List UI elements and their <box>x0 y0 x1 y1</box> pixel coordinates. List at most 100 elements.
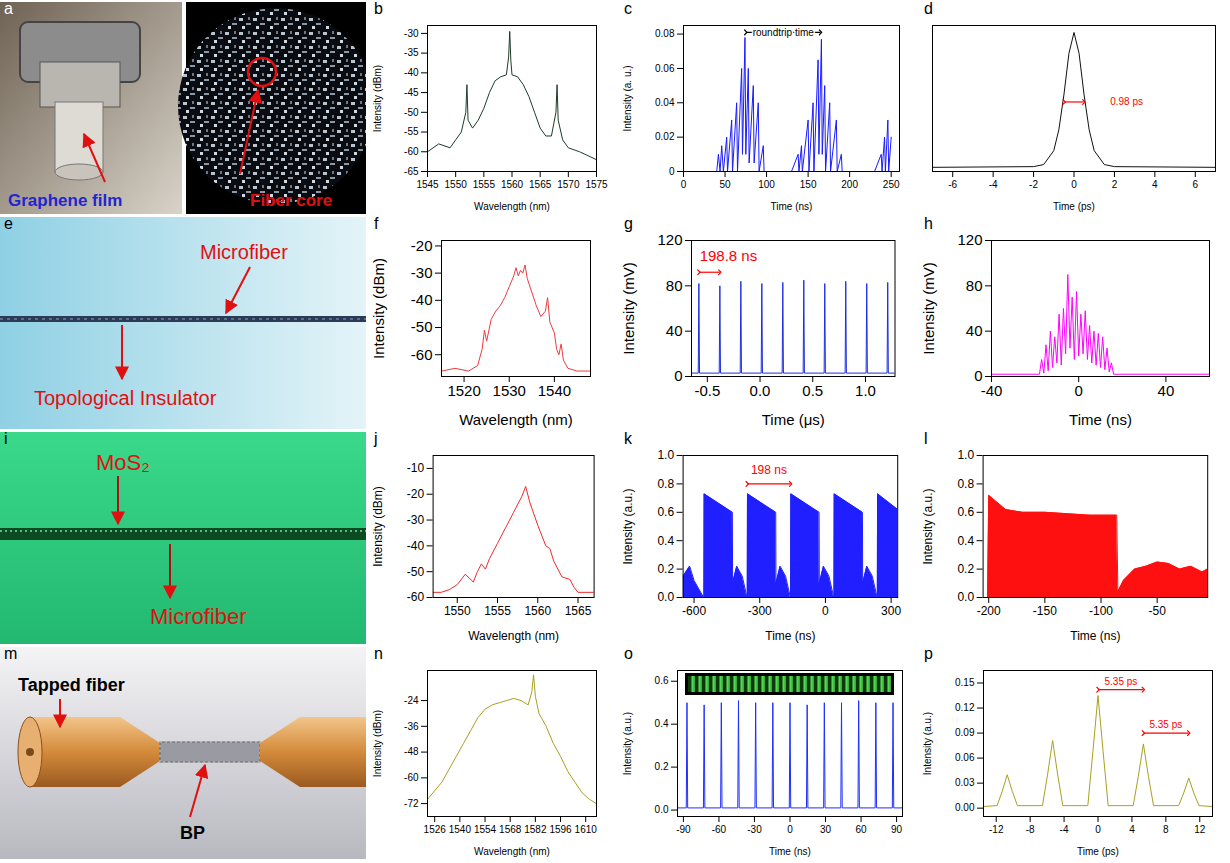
svg-text:198 ns: 198 ns <box>751 463 787 477</box>
svg-text:roundtrip time: roundtrip time <box>753 27 815 38</box>
svg-text:40: 40 <box>966 322 983 339</box>
svg-text:1550: 1550 <box>445 179 468 190</box>
svg-text:1568: 1568 <box>499 824 522 835</box>
svg-text:Wavelength (nm): Wavelength (nm) <box>468 629 559 643</box>
svg-text:-20: -20 <box>407 487 425 501</box>
svg-text:0.8: 0.8 <box>657 477 674 491</box>
svg-text:Microfiber: Microfiber <box>200 241 288 263</box>
svg-text:Tapped fiber: Tapped fiber <box>18 675 125 695</box>
svg-text:Wavelength (nm): Wavelength (nm) <box>474 846 550 857</box>
svg-text:1520: 1520 <box>447 382 480 399</box>
svg-text:120: 120 <box>657 231 682 248</box>
svg-text:1555: 1555 <box>484 604 511 618</box>
svg-text:-60: -60 <box>712 824 727 835</box>
svg-text:0.6: 0.6 <box>657 505 674 519</box>
svg-text:-55: -55 <box>404 126 419 137</box>
svg-text:-50: -50 <box>404 107 419 118</box>
svg-text:Intensity (a.u.): Intensity (a.u.) <box>921 488 935 564</box>
svg-text:5.35 ps: 5.35 ps <box>1104 676 1137 687</box>
svg-text:150: 150 <box>800 179 817 190</box>
svg-text:1540: 1540 <box>449 824 472 835</box>
svg-text:-48: -48 <box>404 746 419 757</box>
svg-text:-30: -30 <box>404 28 419 39</box>
svg-text:Time (ps): Time (ps) <box>1077 846 1119 857</box>
svg-text:-90: -90 <box>676 824 691 835</box>
svg-text:4: 4 <box>1129 824 1135 835</box>
svg-text:80: 80 <box>966 277 983 294</box>
svg-text:12: 12 <box>1194 824 1206 835</box>
svg-text:-8: -8 <box>1026 824 1035 835</box>
svg-text:-6: -6 <box>948 179 957 190</box>
svg-text:1560: 1560 <box>501 179 524 190</box>
svg-text:2: 2 <box>1112 179 1118 190</box>
svg-text:-150: -150 <box>1033 604 1057 618</box>
svg-text:0.06: 0.06 <box>655 63 675 74</box>
svg-text:-200: -200 <box>977 604 1001 618</box>
svg-text:5.35 ps: 5.35 ps <box>1149 719 1182 730</box>
svg-text:1550: 1550 <box>444 604 471 618</box>
svg-text:60: 60 <box>855 824 867 835</box>
svg-text:-300: -300 <box>748 604 772 618</box>
svg-text:1575: 1575 <box>585 179 608 190</box>
svg-text:0.4: 0.4 <box>957 534 974 548</box>
svg-text:50: 50 <box>719 179 731 190</box>
svg-text:0.03: 0.03 <box>955 777 975 788</box>
svg-text:0.2: 0.2 <box>657 562 674 576</box>
svg-text:Topological Insulator: Topological Insulator <box>34 387 217 409</box>
svg-text:-60: -60 <box>404 772 419 783</box>
svg-text:Intensity (dBm): Intensity (dBm) <box>371 486 385 567</box>
svg-text:Intensity (a.u.): Intensity (a.u.) <box>621 488 635 564</box>
svg-text:0.6: 0.6 <box>957 505 974 519</box>
svg-text:0: 0 <box>822 604 829 618</box>
svg-text:-20: -20 <box>411 237 433 254</box>
svg-text:40: 40 <box>666 322 683 339</box>
svg-text:-30: -30 <box>747 824 762 835</box>
svg-text:BP: BP <box>180 823 205 843</box>
svg-text:1530: 1530 <box>493 382 526 399</box>
svg-text:1555: 1555 <box>473 179 496 190</box>
svg-text:0: 0 <box>787 824 793 835</box>
svg-text:0.4: 0.4 <box>655 718 669 729</box>
svg-text:-50: -50 <box>407 565 425 579</box>
svg-text:0.02: 0.02 <box>655 131 675 142</box>
svg-text:0.0: 0.0 <box>750 382 771 399</box>
svg-text:Intensity (a. u.): Intensity (a. u.) <box>622 65 633 131</box>
svg-text:-4: -4 <box>989 179 998 190</box>
svg-text:0.12: 0.12 <box>955 702 975 713</box>
svg-text:-60: -60 <box>411 346 433 363</box>
svg-text:0: 0 <box>1075 382 1083 399</box>
svg-text:80: 80 <box>666 277 683 294</box>
svg-text:6: 6 <box>1193 179 1199 190</box>
svg-text:-50: -50 <box>411 318 433 335</box>
svg-text:0: 0 <box>674 367 682 384</box>
svg-text:1596: 1596 <box>549 824 572 835</box>
svg-text:0.06: 0.06 <box>955 752 975 763</box>
svg-text:1570: 1570 <box>557 179 580 190</box>
svg-text:0.09: 0.09 <box>955 727 975 738</box>
svg-text:1554: 1554 <box>474 824 497 835</box>
svg-text:-0.5: -0.5 <box>694 382 720 399</box>
svg-text:-72: -72 <box>404 798 419 809</box>
svg-text:Time (ns): Time (ns) <box>769 846 811 857</box>
svg-text:-40: -40 <box>407 539 425 553</box>
svg-text:Intensity (mV): Intensity (mV) <box>920 262 937 355</box>
svg-text:-30: -30 <box>407 513 425 527</box>
svg-text:0: 0 <box>669 166 675 177</box>
svg-text:0.5: 0.5 <box>802 382 823 399</box>
svg-text:1.0: 1.0 <box>855 382 876 399</box>
svg-text:MoS₂: MoS₂ <box>96 450 150 475</box>
svg-text:-36: -36 <box>404 721 419 732</box>
svg-text:1560: 1560 <box>524 604 551 618</box>
svg-text:30: 30 <box>820 824 832 835</box>
svg-text:-40: -40 <box>404 67 419 78</box>
svg-text:Graphene film: Graphene film <box>8 191 122 210</box>
svg-text:0.0: 0.0 <box>957 590 974 604</box>
svg-text:0: 0 <box>681 179 687 190</box>
svg-text:0.08: 0.08 <box>655 28 675 39</box>
svg-text:Time (ns): Time (ns) <box>771 201 813 212</box>
svg-text:Intensity (a.u.): Intensity (a.u.) <box>622 712 633 775</box>
svg-text:200: 200 <box>841 179 858 190</box>
svg-text:-12: -12 <box>989 824 1004 835</box>
svg-text:Time (ns): Time (ns) <box>765 629 815 643</box>
svg-text:0.00: 0.00 <box>955 802 975 813</box>
